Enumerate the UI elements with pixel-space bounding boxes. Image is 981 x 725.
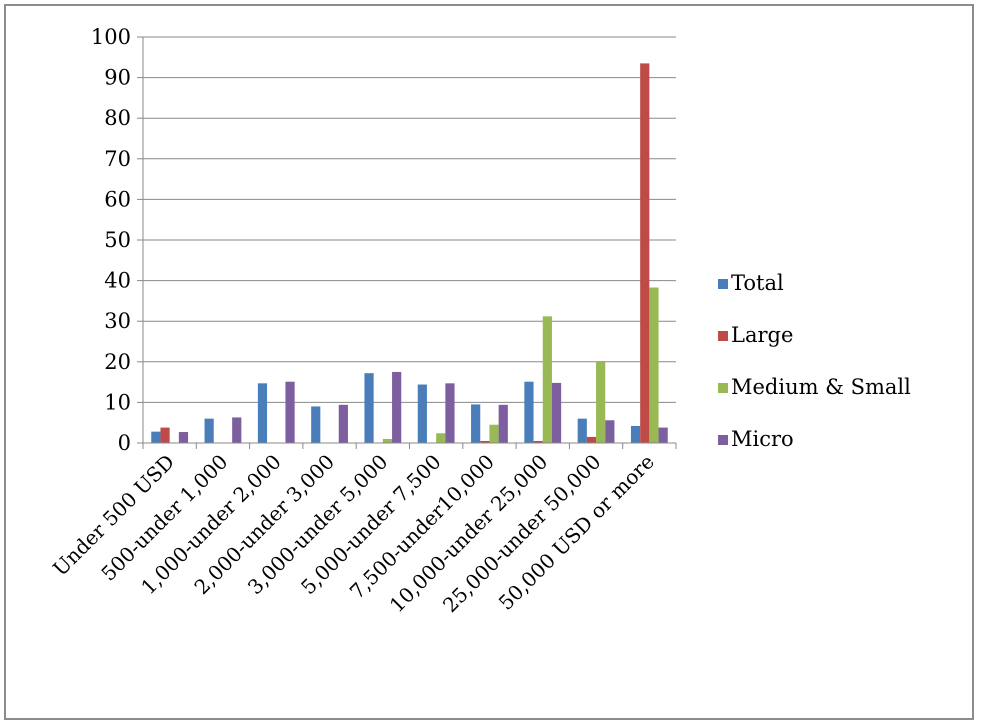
axes — [137, 36, 677, 449]
bar-medium-small-8 — [542, 316, 552, 443]
bar-total-4 — [311, 406, 321, 443]
y-tick-label: 60 — [104, 187, 131, 211]
legend-label: Large — [731, 323, 793, 347]
bar-micro-10 — [658, 427, 668, 443]
bar-micro-3 — [285, 381, 295, 443]
bar-micro-2 — [232, 417, 242, 443]
bar-medium-small-6 — [436, 433, 446, 443]
bar-total-8 — [524, 381, 534, 443]
bar-large-7 — [480, 440, 490, 443]
bar-total-1 — [151, 431, 161, 443]
bar-total-5 — [364, 373, 374, 443]
bar-micro-6 — [445, 383, 455, 443]
bar-micro-5 — [392, 371, 402, 443]
gridlines — [143, 36, 676, 403]
bar-total-7 — [471, 404, 481, 443]
y-tick-label: 0 — [118, 431, 131, 455]
bar-micro-8 — [551, 382, 562, 443]
bar-medium-small-10 — [649, 287, 659, 443]
chart-frame: 0 10 20 30 40 50 60 70 80 90 100 Under 500 USD 500-… — [4, 4, 974, 720]
bar-micro-9 — [605, 420, 615, 443]
bar-micro-7 — [498, 404, 508, 443]
y-tick-label: 20 — [104, 350, 131, 374]
bar-micro-4 — [338, 404, 348, 443]
y-tick-label: 40 — [104, 269, 131, 293]
bar-micro-1 — [178, 432, 189, 443]
bar-large-9 — [586, 436, 597, 443]
legend-swatch-micro — [718, 435, 728, 445]
legend-label: Micro — [731, 427, 794, 451]
legend: Total Large Medium & Small Micro — [718, 271, 911, 451]
bar-medium-small-7 — [489, 424, 499, 443]
bar-large-8 — [533, 440, 543, 443]
legend-label: Total — [731, 271, 784, 295]
bar-total-3 — [257, 383, 268, 443]
y-tick-label: 30 — [104, 309, 131, 333]
legend-swatch-medium-small — [718, 383, 728, 393]
y-tick-labels: 0 10 20 30 40 50 60 70 80 90 100 — [91, 25, 131, 455]
legend-label: Medium & Small — [731, 375, 911, 399]
bar-large-1 — [160, 427, 170, 443]
bar-total-9 — [577, 418, 587, 443]
y-tick-label: 90 — [104, 66, 131, 90]
bar-medium-small-5 — [382, 438, 393, 443]
bar-chart: 0 10 20 30 40 50 60 70 80 90 100 Under 500 USD500-… — [48, 25, 911, 618]
bars — [151, 63, 668, 443]
y-tick-label: 50 — [104, 228, 131, 252]
legend-swatch-large — [718, 331, 728, 341]
legend-swatch-total — [718, 279, 728, 289]
bar-total-10 — [630, 425, 641, 443]
y-tick-label: 70 — [104, 147, 131, 171]
bar-total-6 — [417, 384, 427, 443]
y-tick-label: 100 — [91, 25, 131, 49]
bar-medium-small-9 — [596, 360, 606, 443]
y-tick-label: 80 — [104, 106, 131, 130]
y-tick-label: 10 — [104, 390, 131, 414]
bar-large-10 — [640, 63, 650, 443]
bar-total-2 — [204, 418, 214, 443]
